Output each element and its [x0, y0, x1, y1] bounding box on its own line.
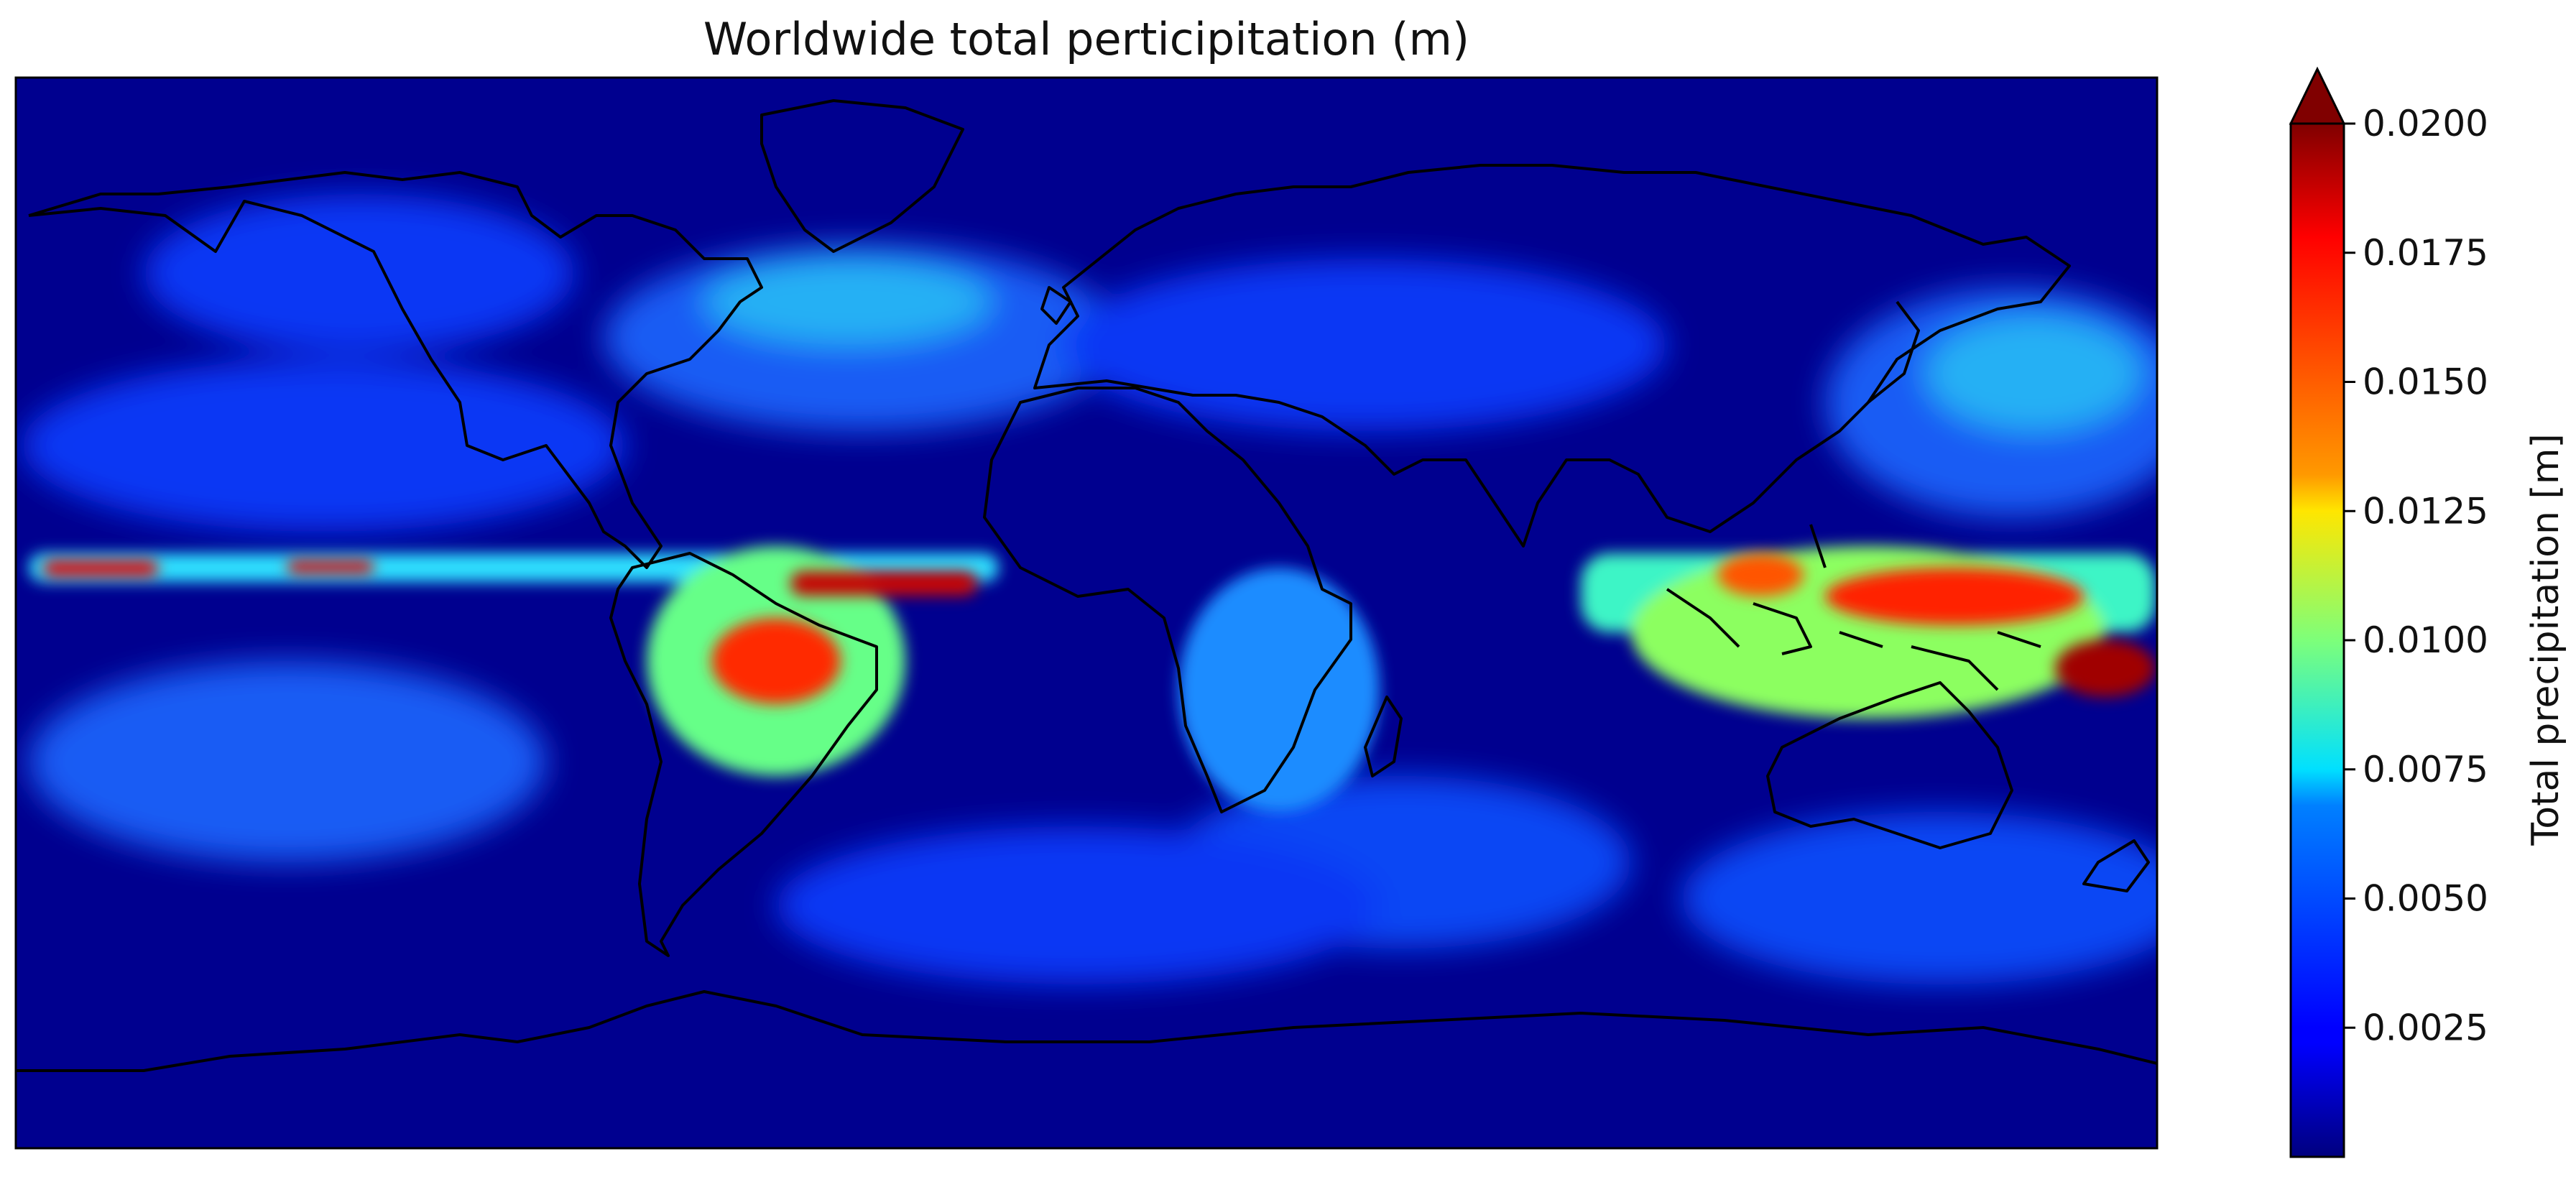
colorbar-gradient: [2291, 124, 2344, 1157]
coastline-british-isles: [1040, 286, 1072, 325]
colorbar-tick-label: 0.0125: [2363, 490, 2488, 532]
coastline-eurasia: [1033, 164, 2071, 548]
coastline-south-america: [609, 552, 878, 957]
colorbar-tick-label: 0.0175: [2363, 232, 2488, 274]
map-frame: [14, 76, 2159, 1150]
colorbar-tick-label: 0.0150: [2363, 361, 2488, 403]
colorbar-tick-label: 0.0025: [2363, 1007, 2488, 1048]
coastline-north-america: [28, 171, 763, 569]
colorbar-extend-arrow: [2289, 66, 2346, 125]
colorbar-tick-label: 0.0075: [2363, 749, 2488, 790]
coastline-new-zealand: [2082, 839, 2150, 892]
precipitation-field: [22, 194, 2157, 984]
map-title: Worldwide total perticipitation (m): [703, 13, 1469, 65]
coastlines: [16, 99, 2157, 1072]
coastline-afro-eurasia: [983, 387, 1352, 813]
colorbar-label: Total precipitation [m]: [2524, 433, 2567, 846]
coastline-indonesia: [1666, 524, 2041, 691]
map-panel: [16, 78, 2157, 1148]
colorbar: 0.0200 0.0175 0.0150 0.0125 0.0100 0.0075 0.00…: [2289, 66, 2567, 1158]
coastline-antarctica: [16, 990, 2157, 1072]
coastline-greenland: [760, 99, 964, 253]
coastline-madagascar: [1364, 696, 1403, 777]
colorbar-ticks: 0.0200 0.0175 0.0150 0.0125 0.0100 0.0075 0.00…: [2344, 103, 2488, 1048]
coastline-japan: [1867, 300, 1920, 404]
colorbar-tick-label: 0.0050: [2363, 878, 2488, 920]
coastline-australia: [1766, 681, 2013, 849]
colorbar-tick-label: 0.0200: [2363, 103, 2488, 144]
colorbar-tick-label: 0.0100: [2363, 619, 2488, 661]
